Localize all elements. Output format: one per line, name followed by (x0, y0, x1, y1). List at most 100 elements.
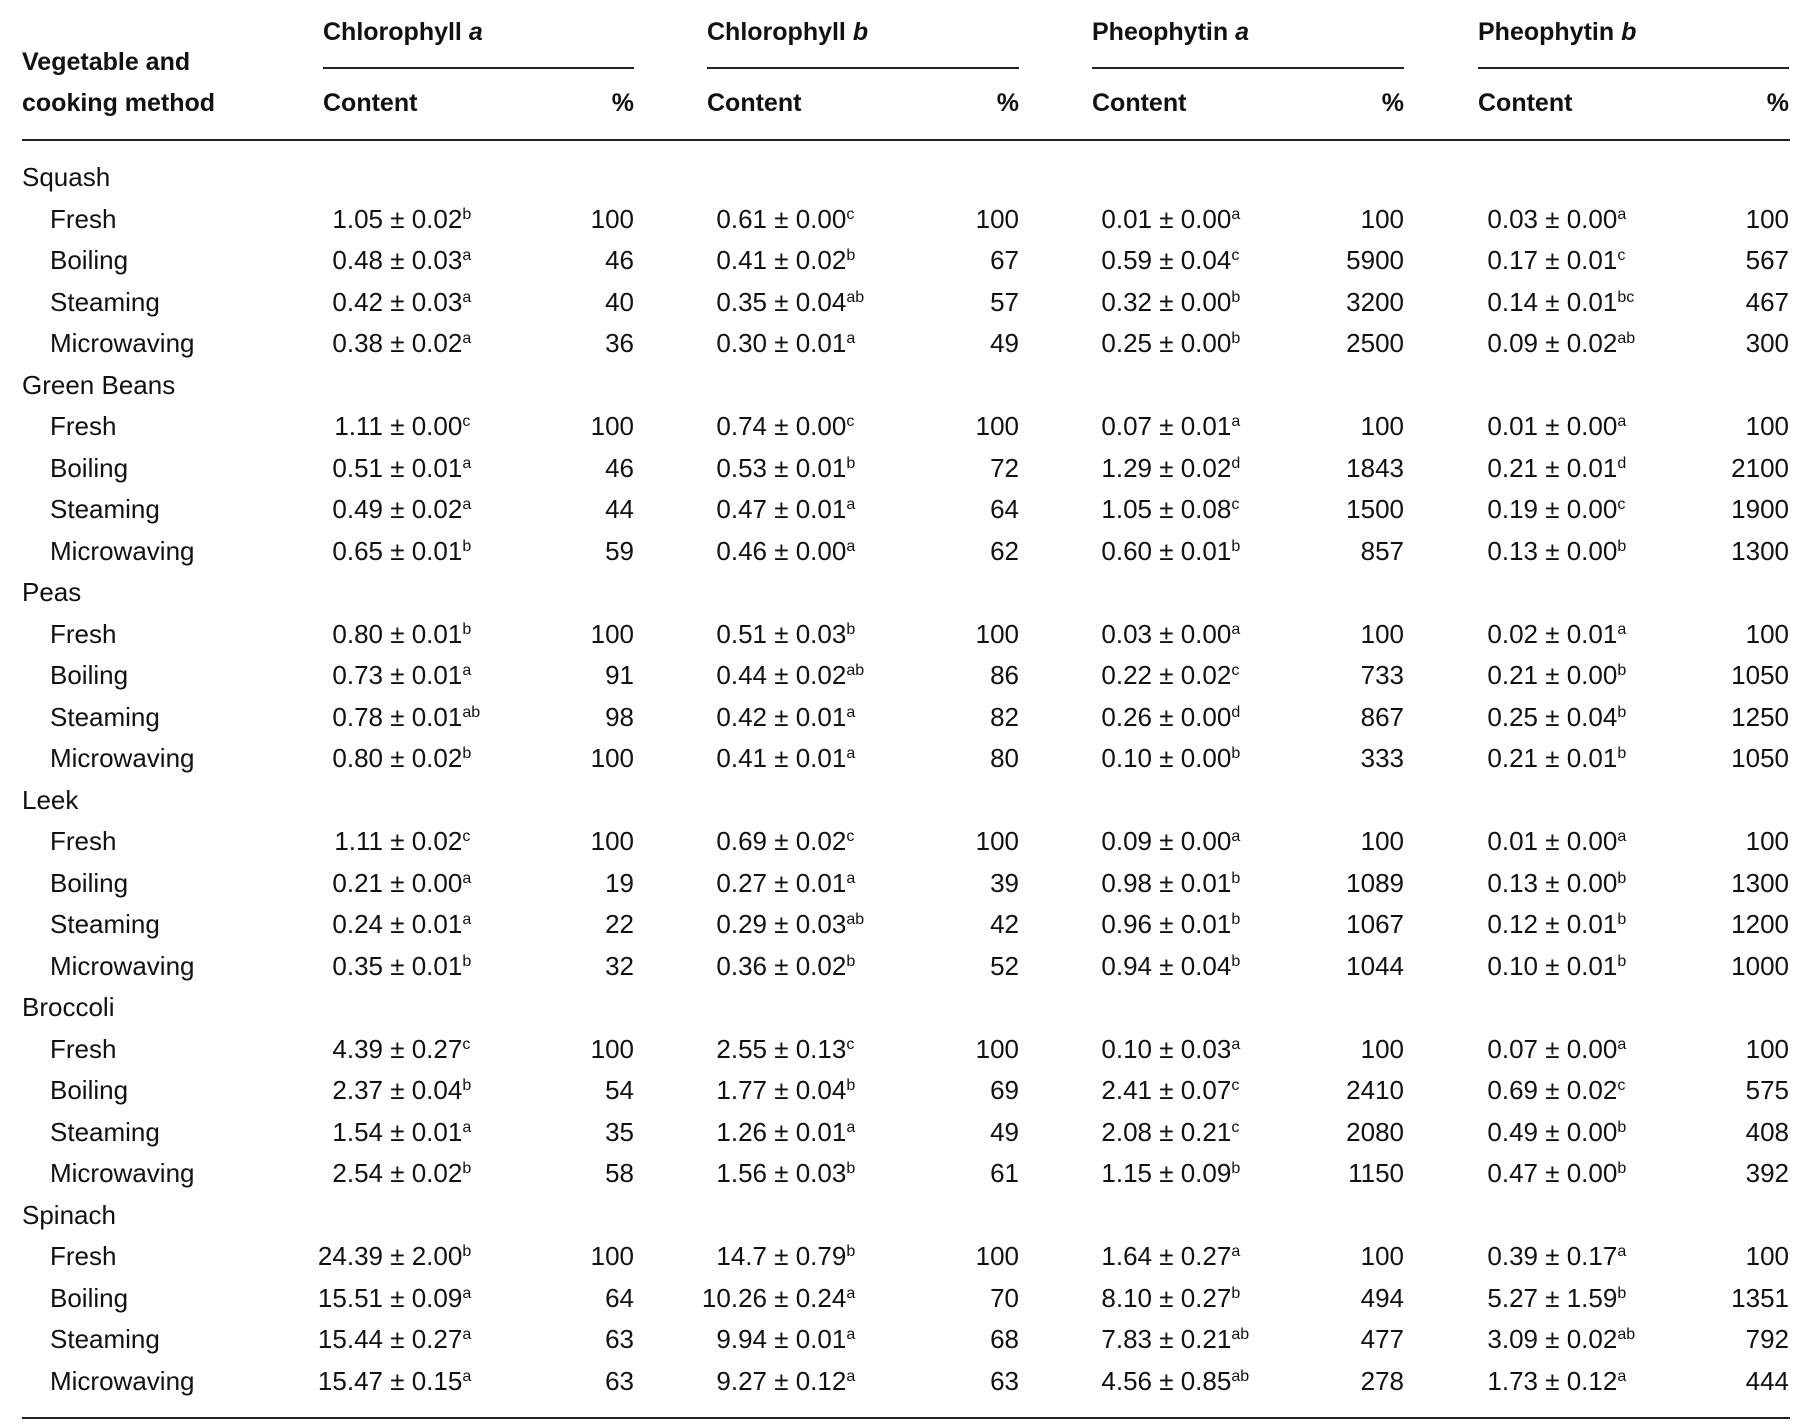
column-group-header: Pheophytin b (1478, 18, 1636, 47)
sd-value: 0.01 (795, 1116, 847, 1147)
content-value: 0.09 ± 0.00a (1072, 826, 1240, 856)
percent-value: 100 (975, 411, 1019, 441)
content-value: 0.13 ± 0.00b (1458, 868, 1626, 898)
sd-value: 0.08 (1180, 494, 1232, 524)
significance-letter: a (846, 1284, 856, 1302)
percent-value: 98 (605, 701, 634, 732)
sd-value: 0.01 (1566, 743, 1618, 773)
sd-value: 0.03 (411, 245, 463, 275)
mean-value: 0.22 (1101, 660, 1152, 690)
significance-letter: a (462, 1326, 472, 1343)
significance-letter: b (1231, 330, 1241, 347)
mean-value: 3.09 (1487, 1324, 1538, 1354)
content-value: 0.30 ± 0.01a (687, 328, 855, 358)
percent-value: 69 (990, 1075, 1019, 1105)
sd-value: 0.79 (795, 1241, 847, 1271)
percent-value: 100 (1360, 1241, 1404, 1271)
content-value: 0.14 ± 0.01bc (1458, 287, 1634, 317)
content-value: 1.05 ± 0.08c (1072, 494, 1239, 524)
content-value: 0.36 ± 0.02b (687, 951, 855, 981)
percent-value: 5900 (1346, 245, 1404, 275)
content-value: 0.80 ± 0.02b (303, 743, 471, 773)
significance-letter: a (1231, 413, 1241, 430)
mean-value: 0.53 (716, 452, 767, 483)
significance-letter: a (846, 1367, 856, 1385)
cooking-method: Steaming (50, 286, 160, 317)
content-value: 1.11 ± 0.00c (303, 411, 470, 441)
sd-value: 0.01 (411, 452, 463, 483)
content-value: 2.55 ± 0.13c (687, 1034, 854, 1064)
sd-value: 0.03 (795, 1158, 847, 1188)
sd-value: 0.01 (1180, 411, 1232, 441)
mean-value: 14.7 (716, 1241, 767, 1271)
percent-value: 100 (1360, 203, 1404, 234)
content-value: 0.21 ± 0.00b (1458, 660, 1626, 690)
mean-value: 2.54 (332, 1158, 383, 1188)
percent-value: 36 (605, 328, 634, 358)
cooking-method: Microwaving (50, 328, 195, 358)
cooking-method: Steaming (50, 494, 160, 524)
significance-letter: a (846, 745, 856, 762)
sd-value: 0.02 (1180, 452, 1232, 483)
column-group-rule (1092, 67, 1404, 69)
significance-letter: b (846, 1243, 856, 1260)
sd-value: 0.09 (411, 1282, 463, 1313)
mean-value: 0.21 (332, 867, 383, 898)
significance-letter: c (1231, 496, 1240, 513)
significance-letter: d (1231, 454, 1241, 472)
significance-letter: c (462, 413, 471, 430)
sd-value: 0.01 (795, 701, 847, 732)
content-value: 0.51 ± 0.01a (303, 453, 471, 483)
significance-letter: ab (462, 703, 481, 721)
percent-value: 733 (1360, 660, 1404, 690)
significance-letter: b (1231, 1160, 1241, 1177)
percent-value: 467 (1745, 286, 1789, 317)
percent-value: 567 (1745, 245, 1789, 275)
content-value: 0.26 ± 0.00d (1072, 702, 1240, 732)
sd-value: 0.02 (1566, 1075, 1618, 1105)
sd-value: 0.00 (795, 411, 847, 441)
cooking-method: Steaming (50, 701, 160, 732)
significance-letter: b (1231, 1284, 1241, 1302)
sd-value: 0.01 (795, 743, 847, 773)
content-value: 7.83 ± 0.21ab (1072, 1324, 1249, 1354)
content-value: 0.29 ± 0.03ab (687, 909, 864, 939)
mean-value: 0.96 (1101, 909, 1152, 939)
percent-value: 100 (590, 743, 634, 773)
sd-value: 0.01 (1180, 535, 1232, 566)
mean-value: 1.64 (1101, 1241, 1152, 1271)
content-value: 4.39 ± 0.27c (303, 1034, 470, 1064)
column-group-name: Pheophytin (1092, 18, 1236, 46)
mean-value: 0.73 (332, 660, 383, 690)
significance-letter: b (1617, 1118, 1627, 1136)
sd-value: 0.03 (795, 909, 847, 939)
cooking-method: Boiling (50, 1282, 129, 1313)
sd-value: 0.02 (795, 660, 847, 690)
percent-value: 100 (590, 826, 634, 856)
sd-value: 0.02 (411, 743, 463, 773)
cooking-method: Boiling (50, 245, 129, 275)
significance-letter: b (462, 745, 472, 762)
content-value: 0.27 ± 0.01a (687, 868, 855, 898)
sd-value: 0.02 (1566, 1324, 1618, 1354)
mean-value: 0.59 (1101, 245, 1152, 275)
significance-letter: a (1617, 1035, 1627, 1053)
mean-value: 0.19 (1487, 494, 1538, 524)
mean-value: 1.29 (1101, 452, 1152, 483)
significance-letter: c (462, 1035, 471, 1053)
sd-value: 0.00 (1566, 867, 1618, 898)
content-value: 0.21 ± 0.01d (1458, 453, 1626, 483)
sd-value: 0.00 (1180, 743, 1232, 773)
mean-value: 0.80 (332, 618, 383, 649)
mean-value: 0.13 (1487, 535, 1538, 566)
cooking-method: Steaming (50, 1324, 160, 1354)
content-value: 2.37 ± 0.04b (303, 1075, 471, 1105)
significance-letter: b (1617, 1284, 1627, 1302)
sd-value: 0.00 (1566, 1158, 1618, 1188)
significance-letter: b (1617, 662, 1627, 679)
content-value: 0.01 ± 0.00a (1072, 204, 1240, 234)
significance-letter: ab (1617, 330, 1636, 347)
content-value: 0.42 ± 0.03a (303, 287, 471, 317)
mean-value: 1.54 (332, 1116, 383, 1147)
content-value: 0.10 ± 0.01b (1458, 951, 1626, 981)
